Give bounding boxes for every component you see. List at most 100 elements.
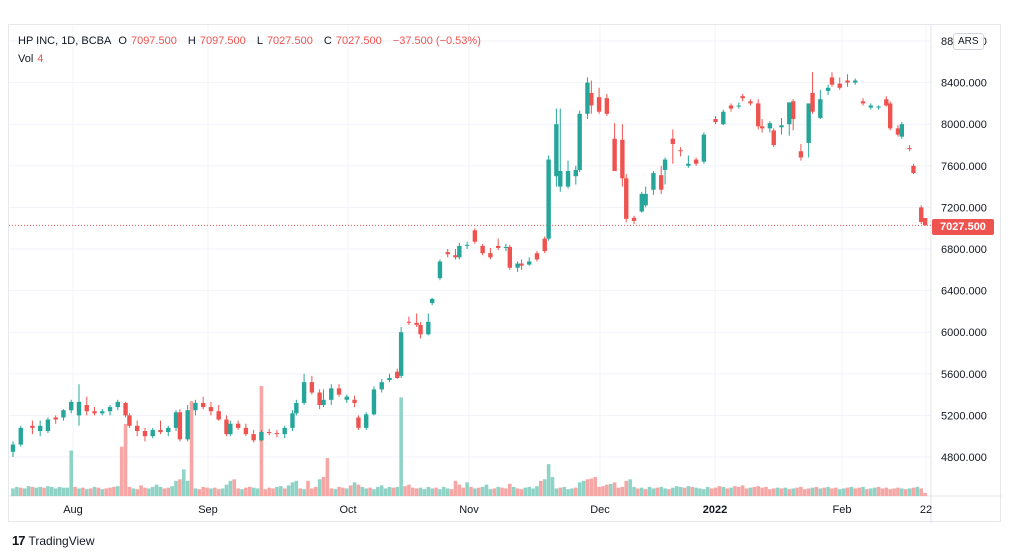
volume-bar xyxy=(294,480,299,496)
volume-bar xyxy=(317,479,322,496)
volume-bar xyxy=(632,486,636,496)
volume-bar xyxy=(884,487,889,496)
volume-bar xyxy=(174,480,178,496)
candle-body xyxy=(150,429,155,437)
y-tick-label: 6400.000 xyxy=(941,286,987,298)
candle-body xyxy=(92,411,97,414)
volume-bar xyxy=(154,484,159,496)
candle-body xyxy=(911,165,916,174)
volume-bar xyxy=(492,488,497,496)
volume-bar xyxy=(376,486,380,496)
candle-body xyxy=(344,396,349,400)
candle-body xyxy=(282,427,287,435)
volume-bar xyxy=(480,486,485,496)
volume-bar xyxy=(496,486,500,496)
candle-body xyxy=(290,413,295,428)
volume-bar xyxy=(915,486,920,496)
tradingview-logo[interactable]: 17 TradingView xyxy=(12,533,95,548)
open-value: 7097.500 xyxy=(130,35,177,47)
volume-bar xyxy=(911,487,916,496)
volume-bar xyxy=(461,487,466,496)
volume-bar xyxy=(189,401,194,496)
volume-bar xyxy=(775,487,780,496)
volume-bar xyxy=(310,488,314,496)
price-chart[interactable]: 8800.0008400.0008000.0007600.0007200.000… xyxy=(9,25,1002,523)
volume-bar xyxy=(232,479,237,496)
volume-bar xyxy=(620,486,625,496)
candle-body xyxy=(825,87,831,91)
volume-bar xyxy=(61,487,66,496)
volume-bar xyxy=(523,487,528,496)
chart-frame[interactable]: 8800.0008400.0008000.0007600.0007200.000… xyxy=(8,24,1002,523)
candle-body xyxy=(853,80,858,83)
volume-bar xyxy=(643,489,648,496)
candle-body xyxy=(37,425,43,431)
candle-body xyxy=(127,415,132,426)
y-tick-label: 8400.000 xyxy=(941,78,987,90)
volume-bar xyxy=(457,484,462,496)
candle-body xyxy=(437,261,443,279)
candle-body xyxy=(235,423,241,428)
volume-bar xyxy=(77,488,81,496)
candle-body xyxy=(771,130,776,145)
volume-bar xyxy=(837,489,842,496)
candle-body xyxy=(779,125,784,128)
volume-bar xyxy=(822,487,827,496)
volume-bar xyxy=(682,487,687,496)
volume-bar xyxy=(542,479,547,496)
candle-body xyxy=(631,217,637,221)
candle-body xyxy=(329,388,334,400)
volume-bar xyxy=(383,488,388,496)
candle-body xyxy=(115,401,120,408)
volume-bar xyxy=(391,487,396,496)
candle-body xyxy=(364,414,369,428)
volume-bar xyxy=(119,446,124,496)
candle-body xyxy=(565,171,571,187)
volume-bar xyxy=(779,488,784,496)
volume-bar xyxy=(387,486,392,496)
volume-bar xyxy=(554,488,559,496)
volume-bar xyxy=(205,487,209,496)
candle-body xyxy=(507,246,513,268)
candle-body xyxy=(379,382,384,390)
volume-bar xyxy=(213,487,217,496)
candle-body xyxy=(806,103,811,143)
candle-body xyxy=(686,163,691,166)
volume-bar xyxy=(100,489,105,496)
candle-body xyxy=(429,298,435,304)
candle-body xyxy=(884,99,889,106)
volume-bar xyxy=(333,489,337,496)
candle-body xyxy=(585,82,590,114)
volume-bar xyxy=(247,486,252,496)
currency-button[interactable]: ARS xyxy=(953,33,984,50)
candle-body xyxy=(336,388,342,395)
volume-bar xyxy=(783,487,788,496)
candle-body xyxy=(414,322,419,325)
candle-body xyxy=(185,410,190,440)
volume-bar xyxy=(469,486,473,496)
candle-body xyxy=(135,425,140,431)
volume-bar xyxy=(566,489,570,496)
volume-bar xyxy=(150,486,155,496)
volume-bar xyxy=(546,464,551,496)
volume-bar xyxy=(923,492,927,496)
candle-body xyxy=(658,175,664,190)
volume-bar xyxy=(868,488,873,496)
y-tick-label: 7600.000 xyxy=(941,161,987,173)
volume-bar xyxy=(364,488,369,496)
volume-bar xyxy=(379,485,384,496)
volume-bar xyxy=(298,488,303,496)
volume-bar xyxy=(768,489,772,496)
volume-bar xyxy=(403,486,407,496)
volume-bar xyxy=(69,450,74,496)
volume-bar xyxy=(414,488,419,496)
x-tick-label: Dec xyxy=(590,504,610,516)
volume-bar xyxy=(65,487,70,496)
volume-bar xyxy=(81,487,85,496)
volume-bar xyxy=(143,487,147,496)
volume-bar xyxy=(50,486,54,496)
volume-bar xyxy=(344,488,349,496)
volume-bar xyxy=(527,486,532,496)
volume-bar xyxy=(589,478,594,496)
volume-bar xyxy=(449,489,454,496)
